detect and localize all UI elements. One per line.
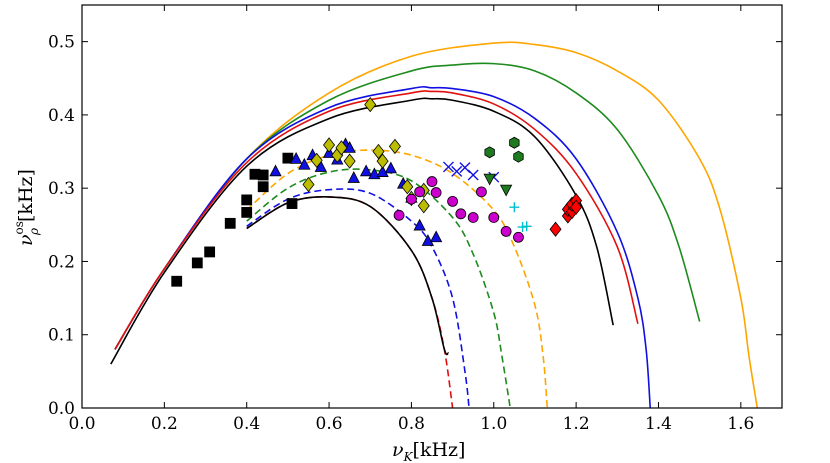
- marker-crosses: [442, 161, 454, 173]
- marker-diamonds: [388, 138, 401, 155]
- marker-triangles: [298, 157, 311, 170]
- svg-text:νosρ[kHz]: νosρ [kHz]: [12, 169, 41, 246]
- x-tick-label: 0.2: [151, 414, 178, 434]
- x-tick-label: 0.8: [398, 414, 425, 434]
- x-axis-subscript: K: [403, 450, 414, 463]
- marker-circles: [393, 209, 405, 221]
- y-tick-label: 0.4: [48, 106, 75, 126]
- marker-circles: [500, 226, 512, 237]
- marker-triangles: [269, 164, 282, 177]
- x-axis-unit: [kHz]: [413, 439, 466, 461]
- marker-squares: [171, 275, 183, 287]
- marker-down-triangles: [483, 173, 496, 186]
- marker-squares: [286, 198, 298, 209]
- marker-circles: [488, 212, 500, 223]
- y-axis-label: νosρ [kHz]: [12, 169, 41, 246]
- marker-triangles: [413, 218, 426, 231]
- marker-squares: [257, 169, 269, 181]
- marker-crosses: [451, 165, 463, 177]
- line-solid-red: [114, 90, 639, 350]
- y-tick-label: 0.1: [48, 326, 75, 346]
- marker-circles: [476, 186, 487, 198]
- ticks-layer: 0.0 0.2 0.4 0.6 0.8 1.0 1.2 1.4 1.6 0.0 0.1 0.2 0.3 0…: [48, 5, 782, 434]
- x-tick-label: 1.0: [480, 414, 507, 434]
- marker-red-diamonds: [570, 199, 583, 215]
- marker-circles: [447, 195, 458, 207]
- marker-pluses: [509, 202, 520, 213]
- marker-diamonds: [376, 153, 389, 169]
- marker-triangles: [384, 161, 397, 174]
- marker-diamonds: [335, 140, 348, 156]
- markers-layer: [171, 97, 583, 287]
- marker-diamonds: [343, 153, 356, 169]
- y-axis-symbol: ν: [15, 234, 37, 246]
- marker-hexagons: [484, 146, 495, 159]
- marker-diamonds: [310, 152, 323, 168]
- marker-pluses: [521, 221, 532, 232]
- y-tick-label: 0.3: [48, 179, 75, 199]
- marker-triangles: [376, 165, 389, 177]
- marker-circles: [513, 231, 524, 243]
- marker-triangles: [347, 171, 360, 183]
- marker-hexagons: [513, 150, 524, 163]
- marker-circles: [426, 176, 438, 187]
- marker-circles: [414, 186, 426, 198]
- plot-background: [82, 5, 782, 408]
- y-axis-superscript: os: [12, 221, 26, 234]
- marker-squares: [191, 257, 203, 269]
- marker-pluses: [517, 222, 528, 233]
- marker-diamonds: [372, 143, 385, 160]
- marker-circles: [430, 187, 442, 198]
- marker-triangles: [289, 152, 303, 164]
- x-tick-label: 0.0: [68, 414, 95, 434]
- lines-layer: [110, 41, 759, 408]
- x-tick-label: 0.6: [316, 414, 343, 434]
- marker-triangles: [359, 164, 373, 177]
- marker-circles: [455, 208, 467, 220]
- marker-diamonds: [323, 137, 336, 153]
- marker-diamonds: [417, 198, 430, 214]
- marker-squares: [204, 246, 216, 258]
- marker-triangles: [343, 141, 356, 153]
- line-dashed-green: [246, 168, 512, 408]
- marker-squares: [241, 194, 253, 206]
- marker-hexagons: [509, 136, 520, 149]
- marker-triangles: [421, 234, 435, 246]
- marker-circles: [467, 212, 479, 223]
- x-tick-label: 1.6: [727, 414, 754, 434]
- y-axis-subscript: ρ: [27, 228, 41, 236]
- marker-diamonds: [364, 97, 377, 113]
- x-tick-label: 1.4: [645, 414, 672, 434]
- x-tick-label: 0.4: [233, 414, 260, 434]
- marker-red-diamonds: [549, 221, 562, 237]
- y-tick-label: 0.0: [48, 399, 75, 419]
- x-axis-label: νK[kHz]: [392, 439, 465, 463]
- marker-squares: [224, 217, 236, 229]
- marker-squares: [282, 152, 294, 164]
- marker-diamonds: [302, 176, 315, 193]
- marker-diamonds: [401, 179, 414, 195]
- y-axis-unit: [kHz]: [15, 169, 37, 222]
- plot-frame: [81, 4, 783, 409]
- line-solid-blue: [114, 86, 652, 408]
- marker-triangles: [429, 230, 443, 243]
- y-tick-label: 0.2: [48, 252, 75, 272]
- x-axis-symbol: ν: [392, 439, 404, 461]
- y-tick-label: 0.5: [48, 33, 75, 53]
- marker-squares: [241, 206, 253, 218]
- marker-circles: [406, 193, 417, 205]
- marker-down-triangles: [499, 184, 513, 197]
- x-tick-label: 1.2: [563, 414, 590, 434]
- marker-squares: [257, 181, 269, 193]
- marker-crosses: [467, 169, 479, 181]
